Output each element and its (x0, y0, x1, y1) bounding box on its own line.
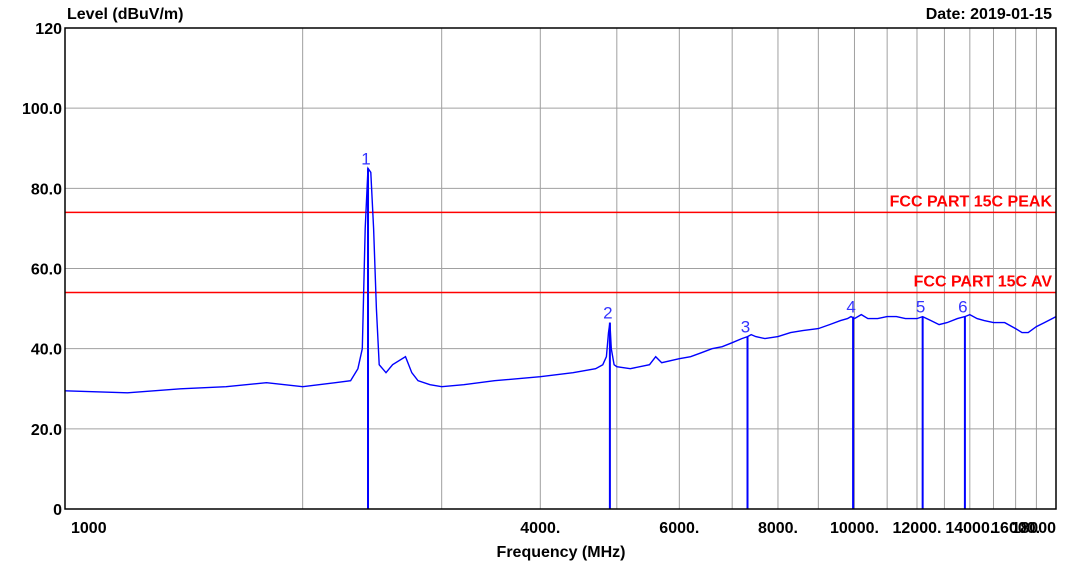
x-tick-label: 4000. (520, 520, 560, 537)
marker-label: 4 (846, 298, 855, 317)
x-tick-label: 12000. (893, 520, 942, 537)
series-layer (64, 166, 1057, 394)
marker-label: 1 (361, 149, 370, 168)
limit-label: FCC PART 15C PEAK (890, 193, 1053, 210)
y-axis-label: Level (dBuV/m) (67, 6, 183, 23)
y-tick-label: 20.0 (31, 422, 62, 439)
x-tick-label: 6000. (659, 520, 699, 537)
x-tick-label: 10000. (830, 520, 879, 537)
series-line (64, 166, 1057, 394)
y-tick-label: 60.0 (31, 262, 62, 279)
y-tick-label: 40.0 (31, 342, 62, 359)
y-tick-label: 0 (53, 502, 62, 519)
plot-frame (64, 27, 1057, 510)
y-tick-label: 120 (35, 21, 62, 38)
marker-label: 2 (603, 304, 612, 323)
marker-label: 3 (741, 318, 750, 337)
limit-label: FCC PART 15C AV (914, 274, 1053, 291)
x-tick-label: 18000 (1012, 520, 1057, 537)
x-tick-label: 1000 (71, 520, 107, 537)
x-axis-label: Frequency (MHz) (497, 544, 626, 561)
date-label: Date: 2019-01-15 (926, 6, 1052, 23)
x-tick-label: 8000. (758, 520, 798, 537)
y-tick-label: 80.0 (31, 181, 62, 198)
limit-lines: FCC PART 15C PEAK FCC PART 15C AV (65, 193, 1056, 294)
x-tick-label: 14000. (945, 520, 994, 537)
marker-label: 6 (958, 298, 967, 317)
grid (64, 27, 1057, 510)
x-tick-label: 16000. (991, 520, 1040, 537)
markers: 1 2 3 4 5 6 (361, 149, 968, 509)
marker-label: 5 (916, 298, 925, 317)
y-tick-label: 100.0 (22, 101, 62, 118)
x-tick-labels: 1000 4000. 6000. 8000. 10000. 12000. 14000.160… (71, 520, 1056, 537)
y-tick-labels: 0 20.0 40.0 60.0 80.0 100.0 120 (22, 21, 62, 519)
